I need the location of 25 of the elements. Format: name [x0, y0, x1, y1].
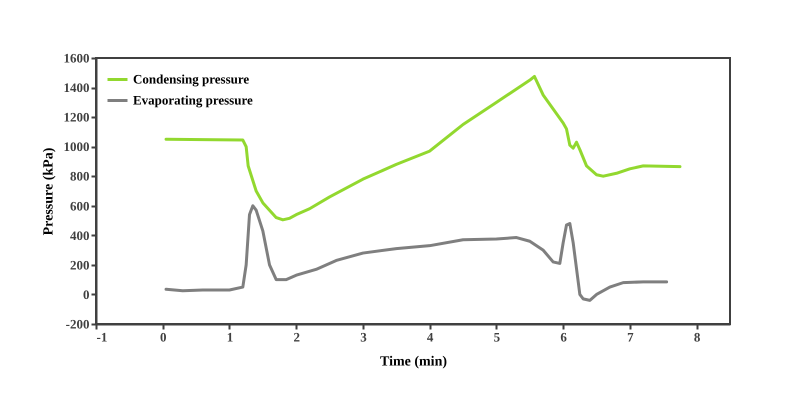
- y-tick-label: 1400: [64, 80, 90, 96]
- x-tick-label: 4: [426, 330, 434, 344]
- x-tick-label: 7: [627, 330, 634, 344]
- y-tick-label: 0: [83, 286, 90, 302]
- y-tick-label: 400: [70, 228, 90, 243]
- y-tick-label: -200: [66, 316, 90, 332]
- y-tick-label: 1000: [64, 139, 90, 154]
- x-tick-label: 2: [293, 330, 300, 344]
- x-tick-label: 3: [360, 330, 368, 344]
- y-tick-label: 1600: [64, 50, 90, 66]
- x-tick-label: 0: [160, 330, 166, 344]
- y-tick-label: 600: [70, 198, 90, 214]
- x-tick-label: 6: [560, 330, 568, 344]
- y-tick-label: 200: [70, 257, 90, 272]
- legend-label: Condensing pressure: [133, 72, 250, 86]
- legend-label: Evaporating pressure: [133, 92, 254, 108]
- y-tick-label: 800: [70, 168, 90, 184]
- x-axis-title: Time (min): [380, 354, 448, 370]
- y-axis-title: Pressure (kPa): [42, 147, 56, 236]
- y-tick-label: 1200: [64, 110, 90, 125]
- x-tick-label: 1: [226, 330, 234, 344]
- x-tick-label: 8: [694, 330, 701, 344]
- x-tick-label: -1: [96, 330, 108, 344]
- x-tick-label: 5: [494, 330, 501, 344]
- line-series: [164, 204, 668, 302]
